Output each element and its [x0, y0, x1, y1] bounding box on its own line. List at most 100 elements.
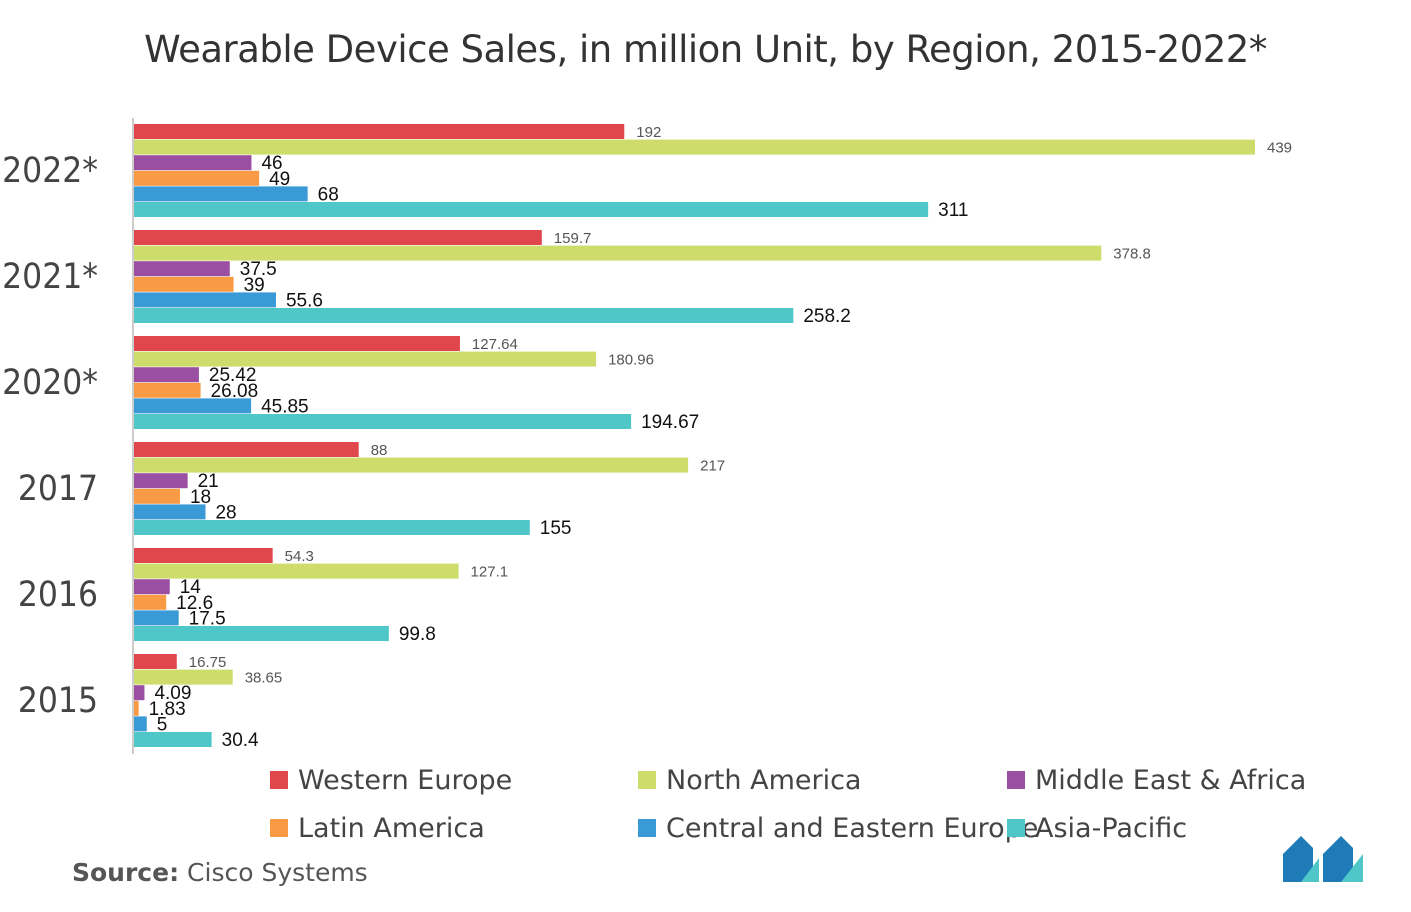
- bar: [134, 488, 180, 504]
- bar: [134, 610, 179, 626]
- logo-shape-right: [1323, 836, 1353, 882]
- bar: [134, 155, 252, 171]
- bar: [134, 626, 389, 641]
- bar: [134, 170, 260, 186]
- data-label: 99.8: [399, 624, 436, 645]
- data-label: 28: [215, 502, 236, 523]
- y-tick-label: 2021*: [2, 257, 98, 297]
- bar: [134, 245, 1102, 261]
- data-label: 45.85: [261, 396, 309, 417]
- bar: [134, 579, 170, 595]
- bar: [134, 414, 632, 429]
- legend-item: Asia-Pacific: [1007, 808, 1187, 848]
- y-tick-label: 2015: [18, 681, 98, 721]
- legend-item: Western Europe: [270, 760, 512, 800]
- bar: [134, 124, 625, 139]
- legend-item: Latin America: [270, 808, 485, 848]
- bar: [134, 336, 460, 351]
- bar: [134, 563, 459, 579]
- data-label: 55.6: [286, 290, 323, 311]
- y-tick-label: 2022*: [2, 151, 98, 191]
- data-label: 194.67: [641, 412, 699, 433]
- legend-label: Latin America: [298, 812, 485, 844]
- bar: [134, 367, 199, 383]
- data-label: 38.65: [245, 670, 283, 687]
- data-label: 258.2: [803, 306, 851, 327]
- bar: [134, 520, 530, 535]
- data-label: 159.7: [554, 230, 592, 247]
- legend-label: Middle East & Africa: [1035, 764, 1307, 796]
- data-label: 30.4: [222, 730, 259, 751]
- legend-swatch: [1007, 771, 1025, 789]
- bar: [134, 202, 929, 217]
- legend-label: North America: [666, 764, 862, 796]
- data-label: 39: [244, 275, 265, 296]
- data-label: 127.1: [471, 564, 509, 581]
- bar: [134, 504, 206, 520]
- data-label: 54.3: [285, 548, 314, 565]
- data-label: 17.5: [189, 608, 226, 629]
- legend-swatch: [638, 771, 656, 789]
- data-label: 18: [190, 487, 211, 508]
- data-label: 14: [180, 577, 202, 598]
- data-label: 311: [938, 200, 968, 221]
- bar: [134, 548, 273, 563]
- bar: [134, 685, 145, 701]
- legend-swatch: [1007, 819, 1025, 837]
- data-label: 378.8: [1113, 246, 1151, 263]
- data-label: 46: [261, 153, 282, 174]
- data-label: 5: [157, 714, 168, 735]
- source-note: Source: Cisco Systems: [72, 858, 368, 887]
- bar: [134, 186, 308, 202]
- bar: [134, 669, 233, 685]
- bar: [134, 654, 177, 669]
- bar: [134, 700, 139, 716]
- logo-shape-mid: [1301, 858, 1319, 882]
- logo-shape-left: [1283, 836, 1313, 882]
- bar: [134, 230, 542, 245]
- data-label: 439: [1267, 140, 1292, 157]
- bar: [134, 716, 147, 732]
- bar: [134, 594, 167, 610]
- legend-item: Central and Eastern Europe: [638, 808, 1038, 848]
- bar: [134, 139, 1255, 155]
- data-label: 26.08: [211, 381, 259, 402]
- data-label: 155: [540, 518, 572, 539]
- legend-label: Asia-Pacific: [1035, 812, 1188, 844]
- bar: [134, 442, 359, 457]
- data-label: 127.64: [472, 336, 518, 353]
- data-label: 25.42: [209, 365, 257, 386]
- data-label: 12.6: [176, 593, 213, 614]
- bar: [134, 308, 794, 323]
- data-label: 1.83: [149, 699, 186, 720]
- bar: [134, 457, 689, 473]
- legend-item: Middle East & Africa: [1007, 760, 1306, 800]
- bar: [134, 276, 234, 292]
- logo-shape-end: [1341, 854, 1363, 882]
- bar: [134, 292, 276, 308]
- y-axis-group: 2022* 2021* 2020* 2017 2016 2015: [2, 118, 134, 754]
- data-label: 37.5: [240, 259, 277, 280]
- y-tick-label: 2020*: [2, 363, 98, 403]
- y-tick-label: 2017: [18, 469, 98, 509]
- data-label: 88: [371, 442, 388, 459]
- legend-swatch: [270, 819, 288, 837]
- data-label: 192: [636, 124, 661, 141]
- data-label: 68: [318, 184, 339, 205]
- source-label: Source:: [72, 858, 180, 887]
- legend-swatch: [270, 771, 288, 789]
- bar: [134, 261, 230, 277]
- bar: [134, 398, 252, 414]
- bar: [134, 732, 212, 747]
- bar: [134, 473, 188, 489]
- y-tick-label: 2016: [18, 575, 98, 615]
- data-label: 4.09: [154, 683, 191, 704]
- legend-swatch: [638, 819, 656, 837]
- data-label: 217: [700, 458, 725, 475]
- mordor-intelligence-logo: [1283, 836, 1363, 882]
- source-value: Cisco Systems: [187, 858, 368, 887]
- bar: [134, 351, 597, 367]
- data-label: 49: [269, 169, 290, 190]
